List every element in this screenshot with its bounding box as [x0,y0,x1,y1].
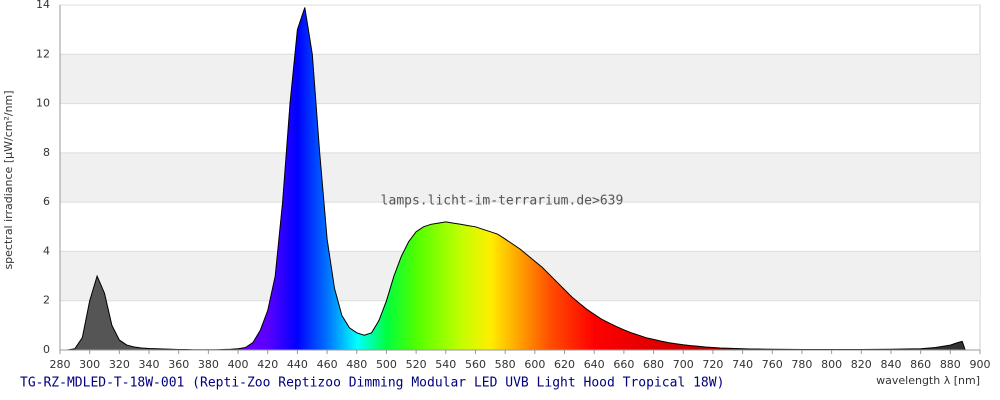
x-tick-label: 600 [524,358,545,371]
y-tick-label: 10 [36,97,50,110]
x-tick-label: 880 [940,358,961,371]
x-tick-label: 680 [643,358,664,371]
x-tick-label: 820 [851,358,872,371]
x-tick-label: 480 [346,358,367,371]
x-tick-label: 800 [821,358,842,371]
x-tick-label: 740 [732,358,753,371]
x-tick-label: 640 [584,358,605,371]
x-tick-label: 900 [970,358,991,371]
y-axis-label: spectral irradiance [µW/cm²/nm] [2,90,15,269]
x-tick-label: 560 [465,358,486,371]
spectrum-area [60,7,966,350]
x-tick-label: 380 [198,358,219,371]
x-tick-label: 540 [435,358,456,371]
x-tick-label: 700 [673,358,694,371]
grid-bands [59,4,981,351]
x-tick-label: 400 [228,358,249,371]
chart-title: TG-RZ-MDLED-T-18W-001 (Repti-Zoo Reptizo… [20,376,724,391]
y-tick-label: 2 [43,294,50,307]
x-tick-label: 280 [50,358,71,371]
x-axis-label: wavelength λ [nm] [876,374,980,387]
x-tick-label: 660 [613,358,634,371]
y-tick-label: 12 [36,47,50,60]
x-tick-label: 320 [109,358,130,371]
x-tick-label: 780 [791,358,812,371]
x-tick-label: 720 [702,358,723,371]
x-tick-label: 300 [79,358,100,371]
x-tick-label: 840 [880,358,901,371]
y-tick-label: 4 [43,244,50,257]
x-tick-label: 340 [139,358,160,371]
x-tick-label: 360 [168,358,189,371]
x-tick-label: 760 [762,358,783,371]
watermark: lamps.licht-im-terrarium.de>639 [381,194,624,209]
grid-band [60,54,980,104]
x-tick-label: 420 [257,358,278,371]
x-tick-label: 860 [910,358,931,371]
y-tick-label: 8 [43,146,50,159]
grid-band [60,152,980,203]
x-tick-label: 620 [554,358,575,371]
x-tick-label: 580 [495,358,516,371]
plot [59,5,980,351]
x-tick-label: 440 [287,358,308,371]
y-tick-label: 0 [43,343,50,356]
y-tick-label: 6 [43,195,50,208]
x-tick-label: 460 [317,358,338,371]
y-tick-label: 14 [36,0,50,11]
x-tick-label: 520 [406,358,427,371]
x-tick-label: 500 [376,358,397,371]
